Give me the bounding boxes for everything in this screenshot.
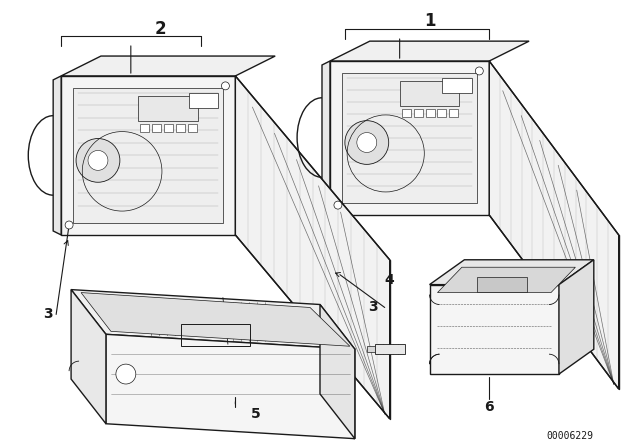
Polygon shape [477,277,527,292]
Circle shape [221,82,229,90]
Circle shape [65,221,73,229]
Polygon shape [61,56,275,76]
Polygon shape [140,124,148,132]
Polygon shape [71,289,355,349]
Text: 3: 3 [368,301,378,314]
Polygon shape [489,61,619,389]
Text: 3: 3 [44,307,53,321]
Circle shape [88,151,108,170]
Polygon shape [188,124,196,132]
Polygon shape [429,284,559,374]
Text: 1: 1 [424,12,435,30]
Polygon shape [73,88,223,223]
Polygon shape [367,346,375,352]
Polygon shape [53,76,61,235]
Polygon shape [152,124,161,132]
Polygon shape [426,109,435,116]
Polygon shape [71,289,106,424]
Polygon shape [559,260,594,374]
Circle shape [476,67,483,75]
Text: 6: 6 [484,400,494,414]
Polygon shape [71,379,355,439]
Polygon shape [402,109,411,116]
Polygon shape [61,76,236,235]
Text: 00006229: 00006229 [547,431,594,441]
Text: 4: 4 [385,273,395,287]
Polygon shape [429,260,594,284]
Polygon shape [438,267,575,293]
Polygon shape [413,109,422,116]
Text: 2: 2 [155,20,166,38]
Polygon shape [189,93,218,108]
Polygon shape [330,61,489,215]
Polygon shape [375,344,404,354]
Polygon shape [320,305,355,439]
Polygon shape [442,78,472,93]
Polygon shape [138,96,198,121]
Polygon shape [449,109,458,116]
Circle shape [334,201,342,209]
Circle shape [76,138,120,182]
Polygon shape [399,81,460,106]
Polygon shape [81,293,350,346]
Circle shape [116,364,136,384]
Polygon shape [438,109,447,116]
Circle shape [357,133,377,152]
Polygon shape [106,334,355,439]
Circle shape [345,121,388,164]
Polygon shape [342,73,477,203]
Polygon shape [164,124,173,132]
Polygon shape [322,61,330,215]
Polygon shape [175,124,184,132]
Polygon shape [330,41,529,61]
Polygon shape [236,76,390,419]
Text: 5: 5 [250,407,260,421]
